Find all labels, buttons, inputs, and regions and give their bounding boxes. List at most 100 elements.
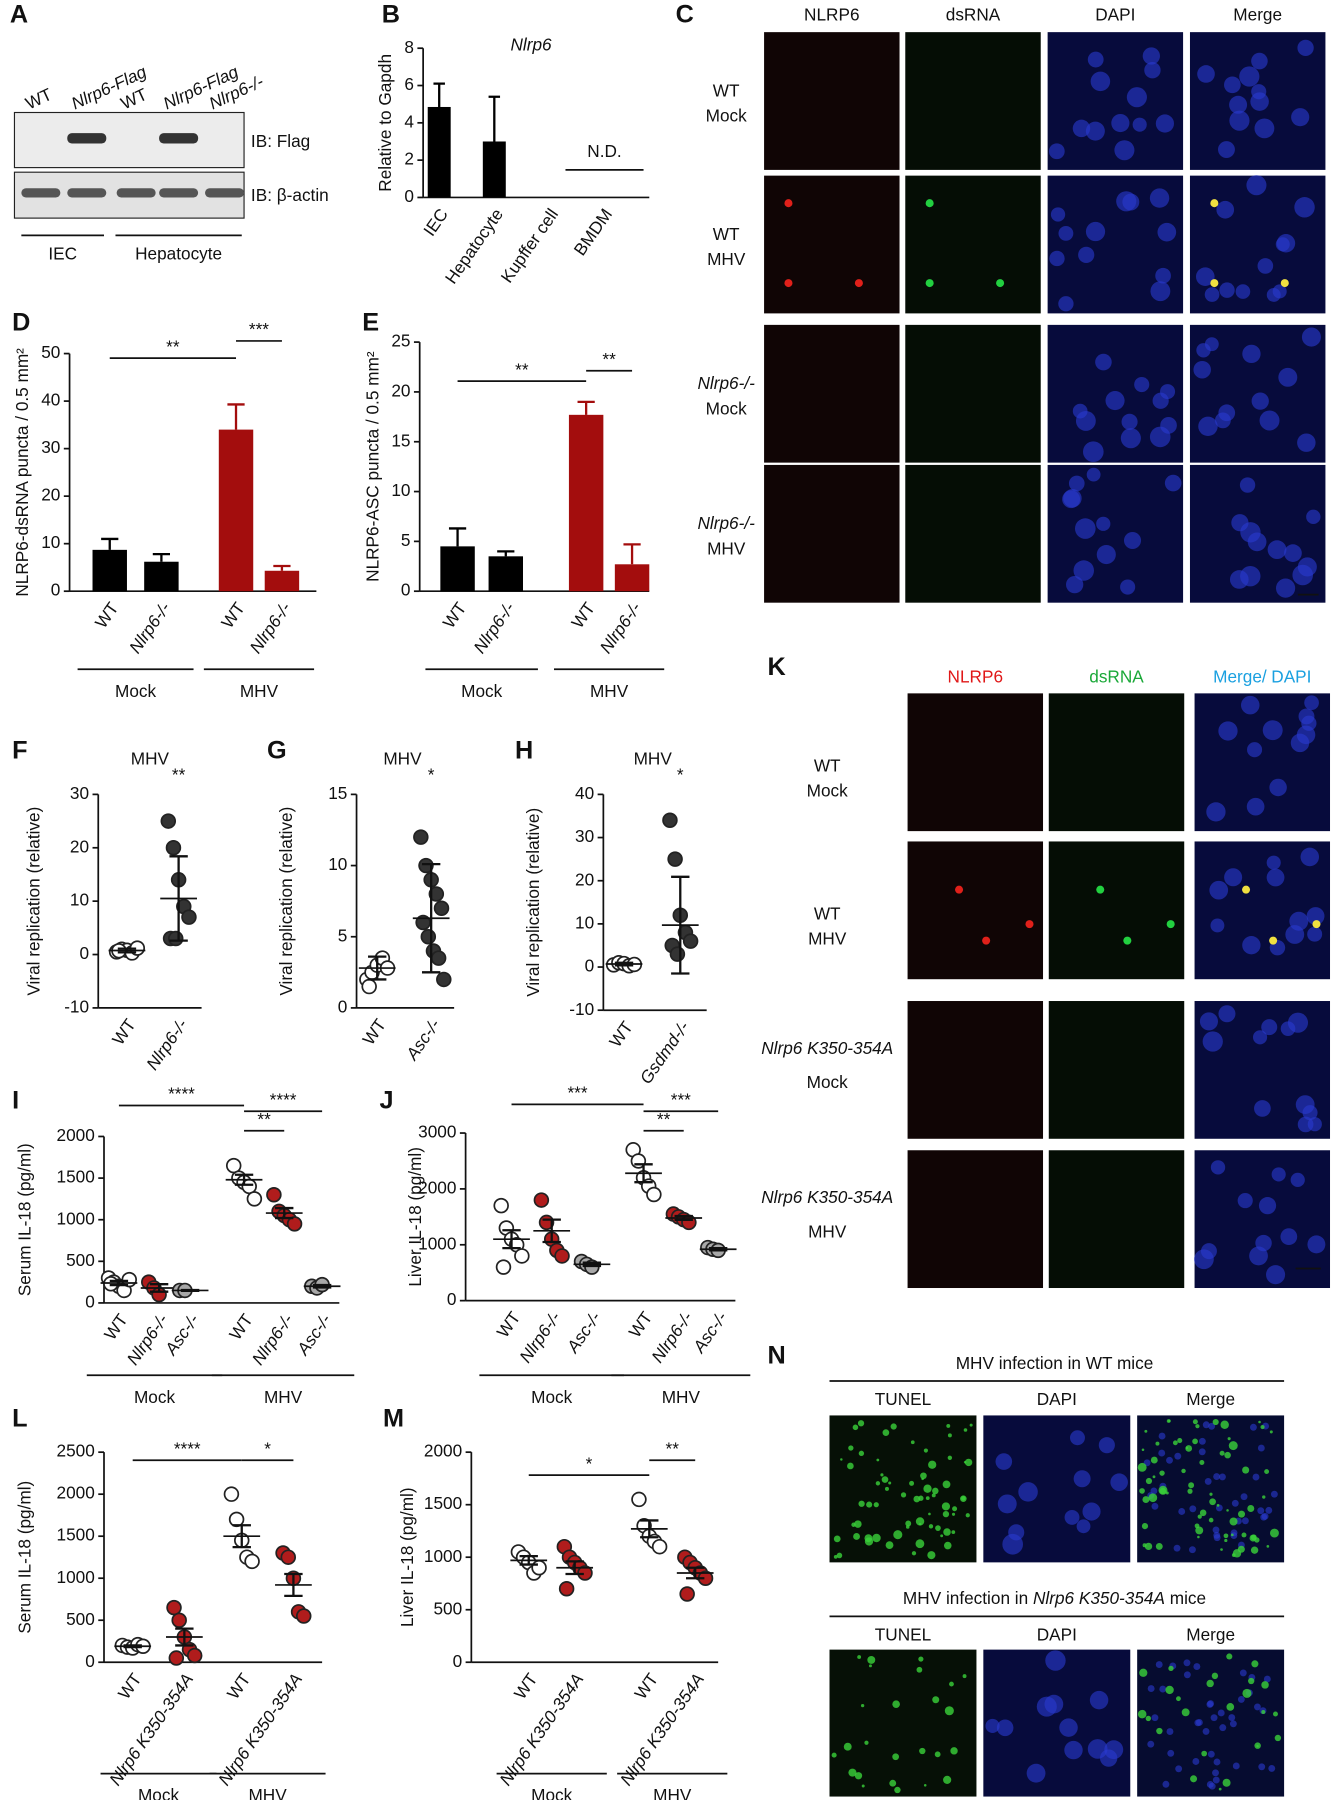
x-tick-label: Asc-/- (401, 1015, 444, 1064)
tunel-signal (893, 1530, 903, 1540)
nucleus (1050, 207, 1066, 222)
tunel-signal (934, 1751, 941, 1758)
x-tick-label: WT (493, 1307, 525, 1341)
tunel-signal (864, 1537, 874, 1546)
tunel-signal (1194, 1523, 1200, 1529)
nucleus (1110, 1473, 1128, 1491)
nucleus (1087, 1739, 1108, 1759)
micrograph (907, 1001, 1044, 1139)
tunel-signal (873, 1502, 879, 1508)
tunel-signal (1165, 1491, 1169, 1495)
y-tick-label: 0 (79, 943, 89, 963)
y-tick-label: 6 (404, 74, 414, 94)
tunel-signal (920, 1472, 927, 1480)
y-tick-label: 2000 (57, 1125, 95, 1145)
data-point (266, 1186, 282, 1203)
data-point (428, 886, 445, 902)
tunel-signal (923, 1484, 932, 1493)
tunel-signal (1258, 1420, 1261, 1424)
nucleus (1217, 141, 1235, 159)
nucleus (1104, 1740, 1124, 1760)
tunel-signal (915, 1539, 925, 1549)
y-tick-label: 0 (401, 580, 411, 600)
tunel-signal (1273, 1711, 1278, 1717)
nucleus (1044, 1694, 1064, 1714)
nucleus (1219, 282, 1235, 298)
tunel-signal (942, 1510, 950, 1518)
tunel-signal (1209, 1492, 1213, 1496)
significance-label: ** (172, 765, 186, 785)
nucleus (1240, 695, 1260, 715)
tunel-signal (932, 1487, 939, 1495)
nucleus (1235, 284, 1251, 299)
x-tick-label: WT (100, 1310, 132, 1344)
nucleus (1085, 221, 1106, 242)
nucleus (985, 1718, 1000, 1733)
nucleus (1189, 1505, 1197, 1513)
tunel-signal (951, 1530, 956, 1534)
nucleus (1266, 855, 1281, 870)
bar (488, 556, 524, 592)
nucleus (1166, 1728, 1174, 1736)
tunel-signal (969, 1423, 973, 1427)
tunel-signal (1159, 1487, 1167, 1495)
y-tick-label: 10 (41, 532, 60, 552)
y-tick-label: 10 (328, 854, 347, 874)
data-point (186, 1647, 203, 1664)
nucleus (1193, 360, 1211, 379)
tunel-signal (1269, 1430, 1273, 1434)
nucleus (1149, 188, 1170, 208)
data-point (436, 971, 452, 988)
nucleus (1192, 1758, 1200, 1765)
nucleus (1147, 1685, 1155, 1693)
chart-title: MHV (131, 748, 170, 768)
error-bar (234, 1173, 254, 1186)
nucleus (995, 1453, 1013, 1470)
column-header-part: dsRNA (1089, 666, 1144, 686)
nucleus (1259, 410, 1280, 431)
y-axis-label: Viral replication (relative) (24, 807, 44, 996)
y-tick-label: 30 (41, 437, 60, 457)
error-bar (634, 1163, 653, 1184)
error-bar (614, 961, 634, 967)
nucleus (1200, 1243, 1217, 1260)
band (205, 188, 245, 198)
tunel-signal (1260, 1425, 1265, 1430)
tunel-signal (1209, 1498, 1216, 1506)
nucleus (1285, 925, 1305, 944)
tunel-signal (1168, 1419, 1171, 1423)
lane-label: WT (22, 84, 55, 114)
row-label: Nlrp6 K350-354A (761, 1038, 893, 1058)
tunel-signal (1211, 1672, 1219, 1680)
tunel-signal (851, 1522, 856, 1527)
row-label: Nlrp6-/- (698, 513, 756, 533)
tunel-signal (857, 1420, 865, 1427)
tunel-signal (889, 1779, 897, 1787)
data-point (166, 1599, 182, 1616)
nucleus (1218, 721, 1238, 741)
tunel-signal (852, 1424, 859, 1431)
group-label: Mock (134, 1387, 175, 1407)
nucleus (1255, 1234, 1272, 1252)
significance-label: ** (257, 1109, 271, 1129)
data-point (554, 1248, 570, 1264)
nucleus (1078, 246, 1095, 263)
micrograph (829, 1415, 977, 1563)
significance-label: ** (666, 1438, 680, 1458)
x-tick-label: WT (108, 1015, 140, 1049)
nucleus (1204, 1477, 1212, 1485)
micrograph (764, 324, 900, 463)
error-bar (273, 564, 291, 571)
nucleus (1240, 1493, 1248, 1501)
nucleus (1082, 441, 1104, 463)
data-point (295, 1608, 312, 1624)
nucleus (1239, 66, 1260, 87)
tunel-signal (1148, 1493, 1158, 1503)
nucleus (1297, 433, 1316, 452)
tunel-signal (867, 1655, 876, 1664)
x-tick-label: Asc-/- (688, 1308, 731, 1357)
tunel-signal (947, 1455, 953, 1460)
error-bar (123, 1644, 142, 1649)
micrograph (1048, 693, 1185, 832)
data-point (433, 900, 450, 917)
